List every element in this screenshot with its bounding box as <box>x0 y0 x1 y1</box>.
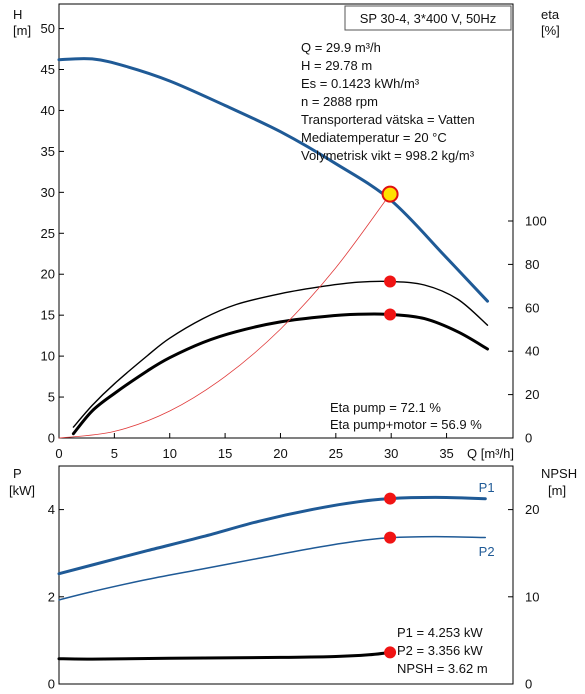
npsh-axis-unit: [m] <box>548 483 566 498</box>
npsh-axis-label: NPSH <box>541 466 577 481</box>
operating-point-marker <box>384 275 397 288</box>
operating-point-marker <box>384 308 397 321</box>
head-efficiency-panel: H [m] eta [%] 05101520253035404550020406… <box>13 3 560 461</box>
power-npsh-panel: P [kW] NPSH [m] 0 2 4 0 10 20 P1 P2 P1 = 4.253… <box>9 465 577 692</box>
y2-tick-label: 100 <box>525 214 547 229</box>
y-tick-label: 45 <box>41 62 55 77</box>
x-tick-label: 10 <box>162 446 176 461</box>
eta-total-curve <box>71 312 489 436</box>
p1-curve <box>57 495 487 576</box>
eta-total-text: Eta pump+motor = 56.9 % <box>330 417 482 432</box>
top-markers-group <box>381 185 399 321</box>
y-tick-label: 2 <box>48 589 55 604</box>
y-tick-label: 15 <box>41 308 55 323</box>
y-tick-label: 20 <box>41 267 55 282</box>
operating-point-marker <box>384 531 397 544</box>
x-tick-label: 30 <box>384 446 398 461</box>
bottom-series-group: P1 P2 <box>57 480 495 661</box>
y-tick-label: 10 <box>41 349 55 364</box>
y-tick-label: 0 <box>48 431 55 446</box>
p-axis-unit: [kW] <box>9 483 35 498</box>
y2-tick-label: 10 <box>525 589 539 604</box>
duty-info-block: Q = 29.9 m³/h H = 29.78 m Es = 0.1423 kW… <box>301 40 475 163</box>
x-tick-label: 5 <box>111 446 118 461</box>
x-axis-label: Q [m³/h] <box>467 446 514 461</box>
npsh-value-text: NPSH = 3.62 m <box>397 661 488 676</box>
y2-tick-label: 0 <box>525 677 532 692</box>
info-line-density: Volymetrisk vikt = 998.2 kg/m³ <box>301 148 475 163</box>
x-tick-label: 25 <box>329 446 343 461</box>
y2-tick-label: 20 <box>525 387 539 402</box>
y2-axis-unit: [%] <box>541 23 560 38</box>
power-info-block: P1 = 4.253 kW P2 = 3.356 kW NPSH = 3.62 … <box>397 625 488 676</box>
chart-title: SP 30-4, 3*400 V, 50Hz <box>360 11 497 26</box>
h-curve <box>57 57 489 303</box>
y-tick-label: 0 <box>48 677 55 692</box>
y-tick-label: 50 <box>41 21 55 36</box>
p2-series-label: P2 <box>479 544 495 559</box>
info-line-q: Q = 29.9 m³/h <box>301 40 381 55</box>
top-series-group <box>57 57 489 439</box>
y2-axis-label: eta <box>541 7 560 22</box>
x-tick-label: 20 <box>273 446 287 461</box>
title-box <box>344 5 512 31</box>
y2-tick-label: 40 <box>525 344 539 359</box>
x-tick-label: 0 <box>55 446 62 461</box>
npsh-curve <box>57 650 392 661</box>
efficiency-info-block: Eta pump = 72.1 % Eta pump+motor = 56.9 … <box>330 400 482 432</box>
y-tick-label: 30 <box>41 185 55 200</box>
p1-series-label: P1 <box>479 480 495 495</box>
top-axis-ticks: 0 5 10 15 20 25 30 35 40 45 50 0 20 40 60 80 100 0 5 10 15 20… <box>41 21 547 461</box>
p1-value-text: P1 = 4.253 kW <box>397 625 483 640</box>
y-tick-label: 25 <box>41 226 55 241</box>
operating-point-marker <box>384 646 397 659</box>
info-line-temperature: Mediatemperatur = 20 °C <box>301 130 447 145</box>
x-tick-label: 15 <box>218 446 232 461</box>
operating-point-marker <box>384 492 397 505</box>
y2-tick-label: 20 <box>525 502 539 517</box>
duty-point-marker <box>381 185 399 203</box>
x-tick-label: 35 <box>439 446 453 461</box>
y-tick-label: 35 <box>41 144 55 159</box>
y2-tick-label: 0 <box>525 431 532 446</box>
p2-curve <box>58 535 487 601</box>
info-line-es: Es = 0.1423 kWh/m³ <box>301 76 420 91</box>
y-tick-label: 4 <box>48 502 55 517</box>
info-line-h: H = 29.78 m <box>301 58 372 73</box>
info-line-n: n = 2888 rpm <box>301 94 378 109</box>
eta-pump-text: Eta pump = 72.1 % <box>330 400 441 415</box>
info-line-fluid: Transporterad vätska = Vatten <box>301 112 475 127</box>
y-tick-label: 5 <box>48 390 55 405</box>
p2-value-text: P2 = 3.356 kW <box>397 643 483 658</box>
bottom-markers-group <box>384 492 397 659</box>
eta-pump-curve <box>72 280 489 428</box>
y-tick-label: 40 <box>41 103 55 118</box>
p-axis-label: P <box>13 466 22 481</box>
y2-tick-label: 80 <box>525 257 539 272</box>
y2-tick-label: 60 <box>525 300 539 315</box>
y-axis-label: H <box>13 7 22 22</box>
system-curve <box>58 193 391 439</box>
bottom-axis-ticks: 0 2 4 0 10 20 <box>48 502 540 691</box>
y-axis-unit: [m] <box>13 23 31 38</box>
